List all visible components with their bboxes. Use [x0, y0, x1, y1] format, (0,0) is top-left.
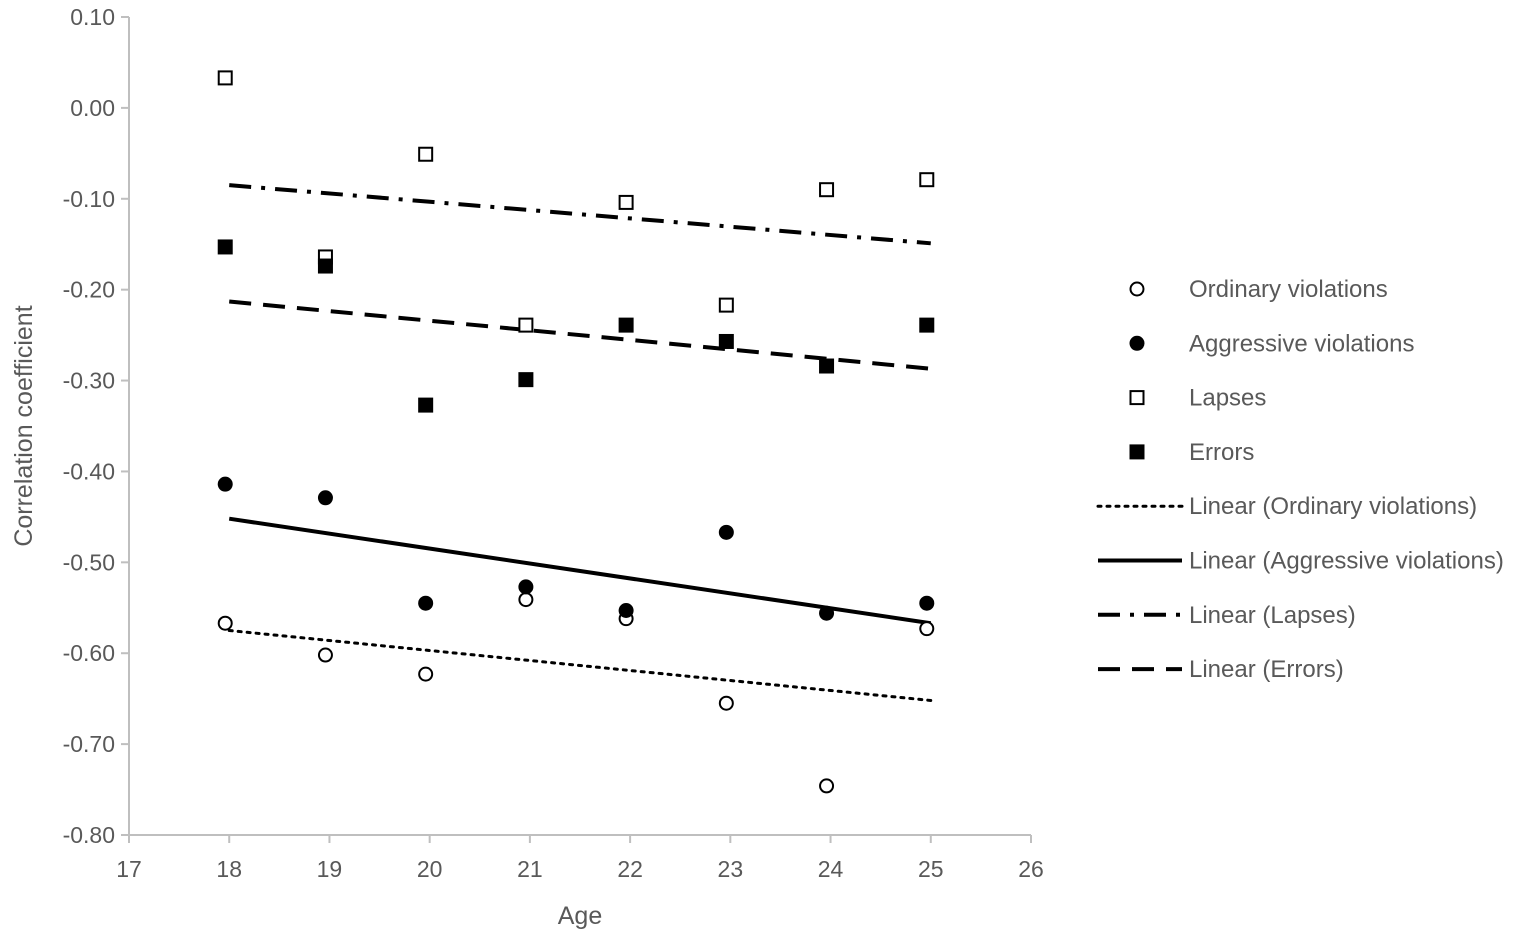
- x-tick-label: 18: [216, 856, 242, 882]
- x-tick-label: 21: [517, 856, 543, 882]
- trendline-dotted: [227, 629, 933, 702]
- trendline-dash-dot: [229, 183, 931, 246]
- y-tick-label: -0.50: [63, 549, 115, 575]
- x-tick-label: 26: [1018, 856, 1044, 882]
- trendline-dashed: [229, 299, 931, 371]
- data-point-circle-open: [217, 615, 233, 631]
- legend: Ordinary violations Aggressive violations…: [1096, 276, 1504, 683]
- legend-label: Ordinary violations: [1189, 276, 1388, 303]
- data-point-square-filled: [618, 317, 634, 333]
- legend-label: Lapses: [1189, 385, 1266, 412]
- data-point-circle-filled: [919, 595, 935, 611]
- x-tick-label: 23: [718, 856, 744, 882]
- data-point-circle-open: [418, 666, 434, 682]
- legend-label: Errors: [1189, 439, 1254, 466]
- data-point-circle-filled: [518, 579, 534, 595]
- y-axis-ticks: 0.10 0.00 -0.10 -0.20 -0.30 -0.40 -0.50 -0.60 -0…: [63, 4, 129, 848]
- data-point-circle-filled: [217, 476, 233, 492]
- x-tick-label: 19: [317, 856, 343, 882]
- data-point-circle-open: [317, 647, 333, 663]
- x-tick-label: 17: [116, 856, 142, 882]
- legend-label: Aggressive violations: [1189, 330, 1414, 357]
- data-point-square-filled: [418, 397, 434, 413]
- legend-marker-square-filled: [1129, 444, 1145, 460]
- data-point-square-open: [618, 194, 634, 210]
- y-tick-label: -0.10: [63, 186, 115, 212]
- data-point-circle-open: [919, 621, 935, 637]
- data-point-square-filled: [919, 317, 935, 333]
- data-point-square-open: [217, 70, 233, 86]
- y-tick-label: -0.20: [63, 277, 115, 303]
- data-point-square-filled: [317, 258, 333, 274]
- data-point-circle-filled: [418, 595, 434, 611]
- data-point-square-open: [919, 172, 935, 188]
- data-point-circle-open: [718, 695, 734, 711]
- data-points: [217, 70, 935, 794]
- legend-label: Linear (Errors): [1189, 656, 1344, 683]
- legend-marker-circle-open: [1129, 281, 1145, 297]
- y-tick-label: -0.40: [63, 458, 115, 484]
- legend-marker-square-open: [1129, 390, 1145, 406]
- x-tick-label: 24: [818, 856, 844, 882]
- data-point-square-filled: [518, 372, 534, 388]
- y-tick-label: -0.80: [63, 822, 115, 848]
- trendlines: [227, 183, 933, 702]
- data-point-square-filled: [217, 239, 233, 255]
- y-axis-title: Correlation coefficient: [10, 305, 38, 546]
- legend-label: Linear (Ordinary violations): [1189, 493, 1477, 520]
- y-tick-label: -0.60: [63, 640, 115, 666]
- x-axis-ticks: 17 18 19 20 21 22 23 24 25 26: [116, 835, 1044, 882]
- x-tick-label: 25: [918, 856, 944, 882]
- data-point-square-filled: [819, 358, 835, 374]
- data-point-square-filled: [718, 333, 734, 349]
- x-tick-label: 22: [617, 856, 643, 882]
- x-tick-label: 20: [417, 856, 443, 882]
- x-axis-title: Age: [558, 902, 602, 930]
- legend-label: Linear (Lapses): [1189, 602, 1356, 629]
- data-point-circle-filled: [718, 524, 734, 540]
- y-tick-label: 0.10: [70, 4, 115, 30]
- data-point-circle-open: [819, 778, 835, 794]
- data-point-circle-filled: [819, 605, 835, 621]
- data-point-square-open: [819, 182, 835, 198]
- data-point-circle-open: [518, 592, 534, 608]
- data-point-circle-filled: [317, 490, 333, 506]
- data-point-square-open: [418, 146, 434, 162]
- legend-marker-circle-filled: [1129, 335, 1145, 351]
- legend-label: Linear (Aggressive violations): [1189, 548, 1504, 575]
- y-tick-label: 0.00: [70, 95, 115, 121]
- axes: [128, 17, 1031, 836]
- data-point-square-open: [718, 297, 734, 313]
- trendline-solid: [228, 516, 932, 626]
- y-tick-label: -0.30: [63, 368, 115, 394]
- data-point-square-open: [518, 317, 534, 333]
- data-point-circle-filled: [618, 603, 634, 619]
- y-tick-label: -0.70: [63, 731, 115, 757]
